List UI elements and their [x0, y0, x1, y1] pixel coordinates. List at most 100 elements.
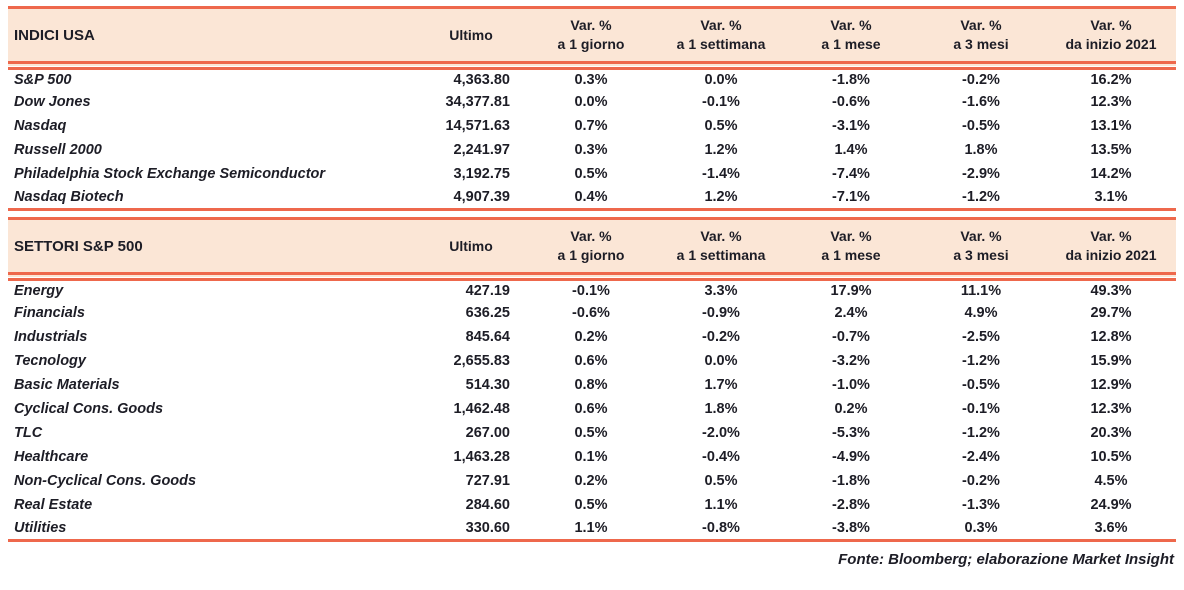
var-percent-label: Var. %	[830, 17, 872, 33]
var-value: 1.8%	[964, 141, 998, 158]
ultimo-value: 845.64	[465, 328, 510, 345]
var-period-label: da inizio 2021	[1065, 36, 1157, 52]
var-value: 1.4%	[834, 141, 868, 158]
var-value: 0.4%	[526, 185, 656, 211]
ultimo-value: 727.91	[465, 472, 510, 489]
var-period-label: a 1 settimana	[676, 36, 766, 52]
table-row: Russell 2000 2,241.97 0.3% 1.2% 1.4% 1.8% 13.5…	[8, 138, 1176, 162]
var-value: 0.2%	[574, 472, 608, 489]
column-header-var-3-mesi: Var. % a 3 mesi	[916, 6, 1046, 70]
var-value: 0.3%	[916, 516, 1046, 542]
table-title: SETTORI S&P 500	[8, 217, 416, 281]
var-percent-label: Var. %	[700, 228, 742, 244]
var-value: 0.5%	[704, 117, 738, 134]
var-value: 0.3%	[574, 141, 608, 158]
table-row: TLC 267.00 0.5% -2.0% -5.3% -1.2% 20.3%	[8, 421, 1176, 445]
var-value: 0.0%	[704, 71, 738, 88]
var-value: -1.2%	[962, 424, 1000, 441]
row-label: Tecnology	[14, 352, 86, 369]
var-value: -1.0%	[832, 376, 870, 393]
settori-sp500-table-body: Energy 427.19 -0.1% 3.3% 17.9% 11.1% 49.3% Fina…	[8, 277, 1176, 542]
var-value: -1.8%	[832, 472, 870, 489]
row-label: Energy	[14, 282, 64, 299]
var-value: 0.2%	[834, 400, 868, 417]
var-value: -0.2%	[702, 328, 740, 345]
var-value: -0.8%	[656, 516, 786, 542]
var-value: 12.8%	[1090, 328, 1132, 345]
column-header-var-1-settimana: Var. % a 1 settimana	[656, 6, 786, 70]
var-value: -0.6%	[572, 304, 610, 321]
table-row: Energy 427.19 -0.1% 3.3% 17.9% 11.1% 49.3%	[8, 277, 1176, 301]
var-value: 4.5%	[1094, 472, 1128, 489]
var-percent-label: Var. %	[570, 228, 612, 244]
var-period-label: a 1 giorno	[557, 247, 625, 263]
var-value: 13.5%	[1090, 141, 1132, 158]
row-label: Dow Jones	[14, 93, 91, 110]
var-value: -0.2%	[962, 472, 1000, 489]
var-value: 11.1%	[960, 282, 1002, 299]
column-header-var-inizio-2021: Var. % da inizio 2021	[1046, 217, 1176, 281]
var-value: 0.0%	[574, 93, 608, 110]
ultimo-value: 2,241.97	[453, 141, 510, 158]
var-value: -1.8%	[832, 71, 870, 88]
ultimo-value: 427.19	[465, 282, 510, 299]
table-row: Utilities 330.60 1.1% -0.8% -3.8% 0.3% 3.6%	[8, 516, 1176, 542]
ultimo-value: 2,655.83	[453, 352, 510, 369]
table-row: Industrials 845.64 0.2% -0.2% -0.7% -2.5% 12.8…	[8, 325, 1176, 349]
var-percent-label: Var. %	[700, 17, 742, 33]
var-value: -7.1%	[786, 185, 916, 211]
var-value: 15.9%	[1090, 352, 1132, 369]
var-value: 29.7%	[1090, 304, 1132, 321]
table-row: Real Estate 284.60 0.5% 1.1% -2.8% -1.3% 24.9%	[8, 493, 1176, 517]
var-period-label: a 3 mesi	[953, 36, 1009, 52]
var-value: 0.2%	[574, 328, 608, 345]
var-value: 0.6%	[574, 400, 608, 417]
row-label: Russell 2000	[14, 141, 102, 158]
var-value: -0.7%	[832, 328, 870, 345]
table-row: Nasdaq Biotech 4,907.39 0.4% 1.2% -7.1% -1.2%…	[8, 185, 1176, 211]
var-value: 0.5%	[574, 424, 608, 441]
var-value: 24.9%	[1090, 496, 1132, 513]
column-header-ultimo: Ultimo	[416, 217, 526, 281]
table-row: Tecnology 2,655.83 0.6% 0.0% -3.2% -1.2% 15.9%	[8, 349, 1176, 373]
column-header-var-1-settimana: Var. % a 1 settimana	[656, 217, 786, 281]
column-header-ultimo: Ultimo	[416, 6, 526, 70]
ultimo-value: 284.60	[465, 496, 510, 513]
var-value: -0.1%	[702, 93, 740, 110]
header-row: SETTORI S&P 500 Ultimo Var. % a 1 giorno…	[8, 217, 1176, 281]
var-percent-label: Var. %	[960, 228, 1002, 244]
var-period-label: a 1 mese	[821, 36, 881, 52]
var-value: -3.1%	[832, 117, 870, 134]
var-value: 0.6%	[574, 352, 608, 369]
var-value: -2.5%	[962, 328, 1000, 345]
var-period-label: a 1 giorno	[557, 36, 625, 52]
var-value: 12.3%	[1090, 400, 1132, 417]
var-value: -0.5%	[962, 376, 1000, 393]
var-value: 1.8%	[704, 400, 738, 417]
row-label: Philadelphia Stock Exchange Semiconducto…	[14, 165, 326, 182]
var-value: 2.4%	[834, 304, 868, 321]
var-period-label: da inizio 2021	[1065, 247, 1157, 263]
ultimo-value: 3,192.75	[453, 165, 510, 182]
var-value: 3.6%	[1046, 516, 1176, 542]
ultimo-value: 34,377.81	[445, 93, 510, 110]
row-label: TLC	[14, 424, 43, 441]
var-value: -2.9%	[962, 165, 1000, 182]
var-period-label: a 1 settimana	[676, 247, 766, 263]
ultimo-value: 636.25	[465, 304, 510, 321]
column-header-var-inizio-2021: Var. % da inizio 2021	[1046, 6, 1176, 70]
settori-sp500-table: SETTORI S&P 500 Ultimo Var. % a 1 giorno…	[8, 217, 1176, 542]
var-value: -5.3%	[832, 424, 870, 441]
var-value: -1.4%	[702, 165, 740, 182]
var-value: 0.5%	[574, 165, 608, 182]
var-value: -2.8%	[832, 496, 870, 513]
table-row: Financials 636.25 -0.6% -0.9% 2.4% 4.9% 29.7%	[8, 301, 1176, 325]
table-row: Cyclical Cons. Goods 1,462.48 0.6% 1.8% 0.2%…	[8, 397, 1176, 421]
var-period-label: a 3 mesi	[953, 247, 1009, 263]
var-value: -3.8%	[786, 516, 916, 542]
indici-usa-table: INDICI USA Ultimo Var. % a 1 giorno Var.…	[8, 6, 1176, 211]
indici-usa-table-body: S&P 500 4,363.80 0.3% 0.0% -1.8% -0.2% 16.2% Do…	[8, 66, 1176, 211]
row-label: Utilities	[8, 516, 416, 542]
var-value: 1.1%	[704, 496, 738, 513]
